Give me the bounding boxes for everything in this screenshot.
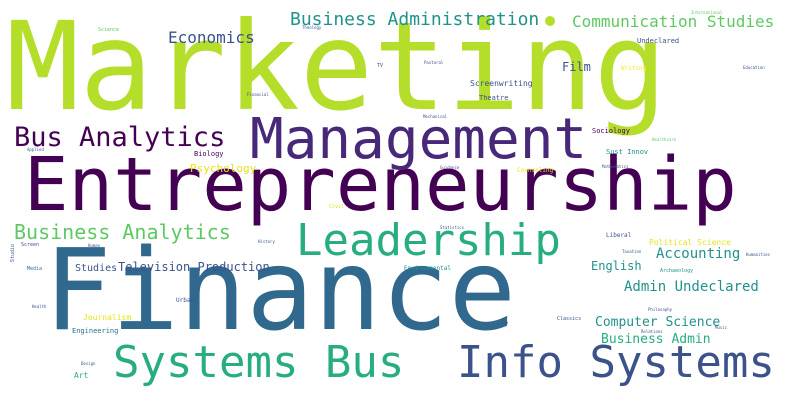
word-history: History (258, 239, 275, 244)
word-theatre: Theatre (479, 94, 509, 102)
word-systems-bus: Systems Bus (113, 337, 405, 388)
word-archaeology: Archaeology (660, 268, 694, 274)
word-television-production: Television Production (118, 260, 270, 274)
word-business-administration: Business Administration (290, 9, 540, 30)
word-journalism: Journalism (83, 313, 132, 322)
word-psychology: Psychology (190, 162, 257, 175)
word-media: Media (27, 266, 43, 272)
word-accounting: Accounting (656, 246, 741, 262)
word-communication-studies: Communication Studies (572, 12, 775, 31)
word-international: International (691, 10, 723, 15)
word-counseling: Counseling (517, 167, 554, 174)
word-relations: Relations (641, 329, 663, 334)
word-economics: Economics (168, 28, 255, 47)
word-tv: TV (377, 63, 384, 69)
word-screenwriting: Screenwriting (470, 79, 533, 88)
word-english: English (591, 259, 642, 273)
word-political-science: Political Science (649, 238, 731, 247)
word-environmental: Environmental (404, 265, 451, 272)
word-science: Science (98, 27, 120, 33)
word-computer-science: Computer Science (595, 315, 721, 330)
word-music: Music (715, 325, 728, 330)
word-entrepreneurship: Entrepreneurship (24, 142, 737, 228)
word-writing: Writing (621, 65, 647, 72)
word-marketing: Marketing (6, 0, 668, 138)
word-bus-analytics: Bus Analytics (14, 122, 226, 153)
word-pastoral: Pastoral (424, 60, 444, 65)
word-philosophy: Philosophy (648, 307, 673, 312)
word-classics: Classics (557, 316, 582, 322)
word-human: Human (88, 243, 101, 248)
word-mathematics: Mathematics (602, 164, 629, 169)
word-guidance: Guidance (440, 165, 460, 170)
word-sociology: Sociology (592, 127, 630, 135)
word-leadership: Leadership (296, 215, 561, 266)
word-financial: Financial (247, 92, 269, 97)
word-civil: Civil (329, 204, 345, 210)
word-business-analytics: Business Analytics (14, 220, 231, 244)
word-mechanical: Mechanical (423, 114, 448, 119)
word-taxation: Taxation (622, 249, 642, 254)
word-business-admin: Business Admin (601, 332, 711, 347)
word-admin-undeclared: Admin Undeclared (624, 279, 759, 295)
word-biology: Biology (194, 150, 224, 158)
dot-mark (545, 16, 555, 26)
word-studies: Studies (75, 263, 118, 274)
word-studio: Studio (10, 243, 16, 262)
word-sust-innov: Sust Innov (606, 148, 649, 156)
word-education: Education (743, 65, 765, 70)
word-art: Art (74, 371, 89, 380)
word-health: Health (32, 304, 47, 309)
word-applied: Applied (27, 147, 44, 152)
word-theology: Theology (302, 25, 322, 30)
word-info-systems: Info Systems (457, 337, 775, 388)
word-management: Management (250, 107, 588, 172)
word-design: Design (81, 361, 96, 366)
word-healthcare: Healthcare (652, 137, 677, 142)
word-liberal: Liberal (606, 232, 632, 239)
word-urban: Urban (176, 297, 195, 304)
word-undeclared: Undeclared (637, 37, 680, 45)
word-finance: Finance (44, 226, 517, 356)
word-film: Film (562, 60, 591, 74)
word-engineering: Engineering (72, 327, 119, 335)
word-statistics: Statistics (440, 225, 465, 230)
word-non: non (501, 320, 509, 325)
word-humanities: Humanities (746, 252, 771, 257)
word-screen: Screen (21, 242, 40, 248)
